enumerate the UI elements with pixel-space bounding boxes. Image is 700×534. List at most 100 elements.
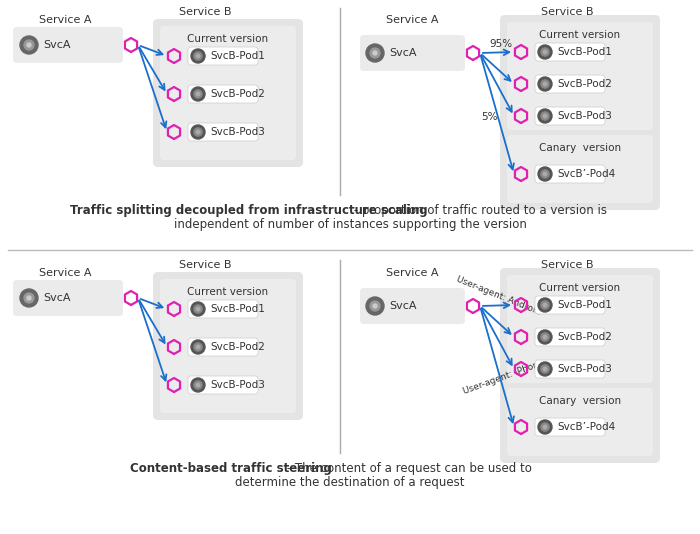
Text: Service A: Service A	[386, 268, 438, 278]
FancyBboxPatch shape	[188, 85, 258, 103]
Text: SvcB-Pod2: SvcB-Pod2	[557, 79, 612, 89]
Text: - The content of a request can be used to: - The content of a request can be used t…	[283, 462, 532, 475]
Text: Canary  version: Canary version	[539, 143, 621, 153]
Circle shape	[538, 330, 552, 344]
Circle shape	[194, 343, 202, 351]
Text: Service A: Service A	[386, 15, 438, 25]
Text: SvcB-Pod1: SvcB-Pod1	[557, 300, 612, 310]
FancyBboxPatch shape	[507, 388, 653, 456]
Circle shape	[196, 130, 200, 134]
Text: SvcB-Pod3: SvcB-Pod3	[210, 127, 265, 137]
FancyBboxPatch shape	[188, 300, 258, 318]
Text: User-agent: Android: User-agent: Android	[455, 274, 542, 316]
Text: SvcB-Pod3: SvcB-Pod3	[210, 380, 265, 390]
Circle shape	[541, 112, 549, 120]
Text: Service B: Service B	[540, 260, 594, 270]
Text: Content-based traffic steering: Content-based traffic steering	[130, 462, 332, 475]
Circle shape	[27, 43, 31, 47]
Circle shape	[538, 362, 552, 376]
Text: SvcB-Pod1: SvcB-Pod1	[557, 47, 612, 57]
Circle shape	[366, 44, 384, 62]
Text: Service A: Service A	[38, 15, 91, 25]
Circle shape	[538, 109, 552, 123]
Text: SvcA: SvcA	[43, 40, 71, 50]
Circle shape	[370, 301, 380, 311]
Circle shape	[543, 172, 547, 176]
Circle shape	[373, 51, 377, 55]
FancyBboxPatch shape	[153, 19, 303, 167]
FancyBboxPatch shape	[160, 26, 296, 160]
Circle shape	[541, 48, 549, 56]
FancyBboxPatch shape	[360, 288, 465, 324]
Circle shape	[541, 423, 549, 431]
Circle shape	[196, 307, 200, 311]
Text: User-agent: iPhone: User-agent: iPhone	[462, 358, 545, 396]
FancyBboxPatch shape	[188, 338, 258, 356]
Circle shape	[543, 367, 547, 371]
Text: SvcA: SvcA	[389, 301, 416, 311]
Circle shape	[20, 289, 38, 307]
Text: Current version: Current version	[188, 287, 269, 297]
FancyBboxPatch shape	[507, 275, 653, 383]
FancyBboxPatch shape	[500, 268, 660, 463]
Circle shape	[191, 49, 205, 63]
FancyBboxPatch shape	[535, 296, 605, 314]
Circle shape	[191, 340, 205, 354]
Text: - proportion of traffic routed to a version is: - proportion of traffic routed to a vers…	[351, 204, 608, 217]
FancyBboxPatch shape	[507, 22, 653, 130]
Circle shape	[543, 425, 547, 429]
FancyBboxPatch shape	[13, 27, 123, 63]
Text: SvcA: SvcA	[389, 48, 416, 58]
Circle shape	[538, 298, 552, 312]
FancyBboxPatch shape	[535, 418, 605, 436]
Circle shape	[370, 48, 380, 58]
Text: Service B: Service B	[540, 7, 594, 17]
FancyBboxPatch shape	[535, 360, 605, 378]
FancyBboxPatch shape	[188, 376, 258, 394]
Text: SvcB-Pod1: SvcB-Pod1	[210, 51, 265, 61]
Text: SvcB-Pod3: SvcB-Pod3	[557, 111, 612, 121]
Circle shape	[541, 80, 549, 88]
Text: Current version: Current version	[540, 30, 621, 40]
Circle shape	[541, 365, 549, 373]
FancyBboxPatch shape	[535, 107, 605, 125]
Circle shape	[24, 293, 34, 303]
Circle shape	[538, 167, 552, 181]
Text: Canary  version: Canary version	[539, 396, 621, 406]
Text: 5%: 5%	[481, 113, 498, 122]
Circle shape	[543, 50, 547, 54]
Circle shape	[373, 304, 377, 308]
Text: SvcB-Pod2: SvcB-Pod2	[210, 342, 265, 352]
Circle shape	[543, 335, 547, 339]
Circle shape	[196, 92, 200, 96]
Circle shape	[191, 378, 205, 392]
Circle shape	[196, 383, 200, 387]
Text: Traffic splitting decoupled from infrastructure scaling: Traffic splitting decoupled from infrast…	[70, 204, 428, 217]
Circle shape	[24, 40, 34, 50]
Circle shape	[366, 297, 384, 315]
Text: independent of number of instances supporting the version: independent of number of instances suppo…	[174, 218, 526, 231]
Circle shape	[538, 420, 552, 434]
Circle shape	[543, 114, 547, 118]
Circle shape	[194, 128, 202, 136]
FancyBboxPatch shape	[153, 272, 303, 420]
FancyBboxPatch shape	[500, 15, 660, 210]
Text: SvcB-Pod2: SvcB-Pod2	[557, 332, 612, 342]
FancyBboxPatch shape	[160, 279, 296, 413]
Circle shape	[191, 125, 205, 139]
Circle shape	[191, 87, 205, 101]
Circle shape	[196, 345, 200, 349]
Circle shape	[191, 302, 205, 316]
Circle shape	[27, 296, 31, 300]
FancyBboxPatch shape	[360, 35, 465, 71]
Text: SvcB-Pod3: SvcB-Pod3	[557, 364, 612, 374]
Circle shape	[541, 333, 549, 341]
Text: SvcB’-Pod4: SvcB’-Pod4	[557, 169, 615, 179]
Text: Service B: Service B	[178, 7, 231, 17]
Text: SvcB-Pod2: SvcB-Pod2	[210, 89, 265, 99]
Circle shape	[538, 77, 552, 91]
FancyBboxPatch shape	[13, 280, 123, 316]
FancyBboxPatch shape	[535, 328, 605, 346]
Text: Current version: Current version	[188, 34, 269, 44]
Circle shape	[194, 90, 202, 98]
